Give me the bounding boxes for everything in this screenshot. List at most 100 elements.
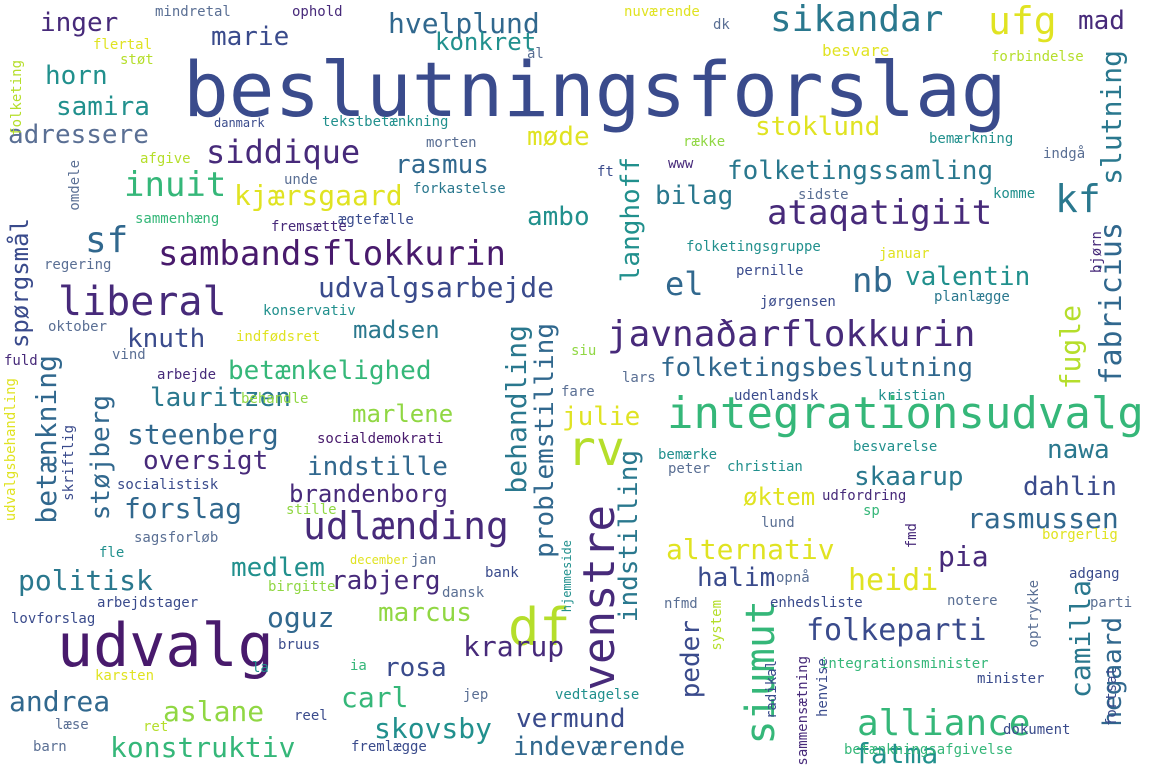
- cloud-word: hvelplund: [388, 7, 540, 40]
- cloud-word: ophold: [292, 4, 343, 20]
- cloud-word: fle: [99, 545, 125, 561]
- cloud-word: indfødsret: [236, 329, 321, 345]
- cloud-word: mad: [1078, 6, 1125, 36]
- cloud-word: oversigt: [143, 446, 269, 476]
- cloud-word: stille: [286, 502, 337, 518]
- cloud-word: forbindelse: [991, 49, 1084, 65]
- cloud-word: borgerlig: [1042, 527, 1118, 543]
- cloud-word: la: [252, 660, 269, 676]
- cloud-word: lauritzen: [150, 383, 291, 413]
- cloud-word: spørgsmål: [6, 218, 34, 349]
- cloud-word: læse: [55, 717, 89, 733]
- cloud-word: medlem: [231, 553, 325, 583]
- cloud-word: barn: [33, 739, 67, 755]
- cloud-word: fremlægge: [351, 739, 427, 755]
- cloud-word: konkret: [435, 28, 537, 56]
- cloud-word: marlene: [352, 400, 454, 428]
- cloud-word: sf: [85, 220, 129, 261]
- cloud-word: bilag: [655, 181, 734, 211]
- cloud-word: horn: [45, 61, 108, 91]
- cloud-word: lovforslag: [11, 611, 96, 627]
- cloud-word: sambandsflokkurin: [158, 234, 506, 274]
- cloud-word: øktem: [743, 483, 816, 511]
- cloud-word: flertal: [93, 37, 153, 53]
- cloud-word: andrea: [9, 685, 111, 718]
- cloud-word: januar: [879, 246, 930, 262]
- cloud-word: christian: [727, 459, 803, 475]
- cloud-word: konservativ: [263, 303, 356, 319]
- cloud-word: marie: [211, 22, 290, 52]
- cloud-word: hjemmeside: [560, 540, 574, 613]
- cloud-word: betænkningsafgivelse: [844, 742, 1013, 758]
- cloud-word: brandenborg: [289, 480, 448, 508]
- cloud-word: arbejdstager: [97, 595, 199, 611]
- cloud-word: jan: [411, 552, 437, 568]
- cloud-word: marcus: [378, 598, 472, 628]
- cloud-word: sammensætning: [795, 656, 811, 766]
- cloud-word: dk: [713, 17, 730, 33]
- cloud-word: folketingsbeslutning: [660, 353, 974, 383]
- cloud-word: vedtagelse: [555, 687, 640, 703]
- cloud-word: indstilling: [614, 450, 644, 623]
- cloud-word: minister: [977, 671, 1045, 687]
- cloud-word: danmark: [214, 116, 265, 130]
- cloud-word: adressere: [8, 120, 149, 150]
- cloud-word: fmd: [904, 523, 920, 549]
- cloud-word: dokument: [1003, 722, 1071, 738]
- cloud-word: optrykke: [1026, 580, 1042, 648]
- cloud-word: radikal: [764, 660, 780, 720]
- cloud-word: udlænding: [303, 504, 509, 548]
- cloud-word: socialdemokrati: [317, 431, 444, 447]
- cloud-word: udvalg: [57, 611, 274, 681]
- cloud-word: el: [665, 265, 704, 303]
- cloud-word: df: [508, 598, 571, 658]
- cloud-word: betænkning: [30, 355, 63, 524]
- cloud-word: rosa: [384, 653, 447, 683]
- cloud-word: nb: [852, 261, 893, 301]
- cloud-word: støt: [120, 52, 154, 68]
- cloud-word: regering: [44, 257, 112, 273]
- cloud-word: folketing: [9, 60, 25, 136]
- cloud-word: ia: [350, 658, 367, 674]
- cloud-word: morten: [426, 135, 477, 151]
- cloud-word: fugle: [1054, 305, 1087, 390]
- cloud-word: oktober: [48, 319, 108, 335]
- cloud-word: forkastelse: [413, 181, 506, 197]
- cloud-word: udvalgsbehandling: [3, 378, 19, 522]
- cloud-word: madsen: [353, 316, 440, 344]
- cloud-word: peter: [668, 461, 711, 477]
- cloud-word: system: [709, 600, 725, 651]
- cloud-word: rv: [567, 421, 625, 477]
- cloud-word: nawa: [1047, 435, 1110, 465]
- cloud-word: notere: [947, 593, 998, 609]
- cloud-word: alliance: [857, 703, 1031, 744]
- cloud-word: fremsætte: [271, 219, 347, 235]
- cloud-word: indgå: [1043, 146, 1086, 162]
- cloud-word: betænkelighed: [228, 356, 432, 386]
- cloud-word: fortsat: [1104, 667, 1120, 727]
- cloud-word: behandle: [241, 391, 309, 407]
- cloud-word: nuværende: [624, 4, 700, 20]
- cloud-word: besvare: [822, 41, 890, 60]
- cloud-word: julie: [562, 402, 641, 432]
- cloud-word: indeværende: [513, 732, 686, 762]
- cloud-word: henvise: [815, 658, 831, 718]
- cloud-word: pernille: [736, 263, 804, 279]
- cloud-word: aslane: [163, 695, 265, 728]
- cloud-word: unde: [284, 172, 318, 188]
- cloud-word: forslag: [124, 492, 243, 525]
- cloud-word: dahlin: [1023, 472, 1117, 502]
- cloud-word: stoklund: [755, 112, 881, 142]
- cloud-word: inger: [40, 8, 119, 38]
- cloud-word: mindretal: [155, 4, 231, 20]
- cloud-word: peder: [676, 620, 706, 699]
- cloud-word: folkeparti: [806, 613, 987, 648]
- cloud-word: inuit: [124, 165, 227, 205]
- cloud-word: ataqatigiit: [767, 193, 993, 233]
- cloud-word: slutning: [1095, 50, 1128, 185]
- cloud-word: rabjerg: [331, 566, 441, 596]
- cloud-word: al: [527, 46, 544, 62]
- cloud-word: kjærsgaard: [234, 179, 403, 212]
- cloud-word: bank: [485, 565, 519, 581]
